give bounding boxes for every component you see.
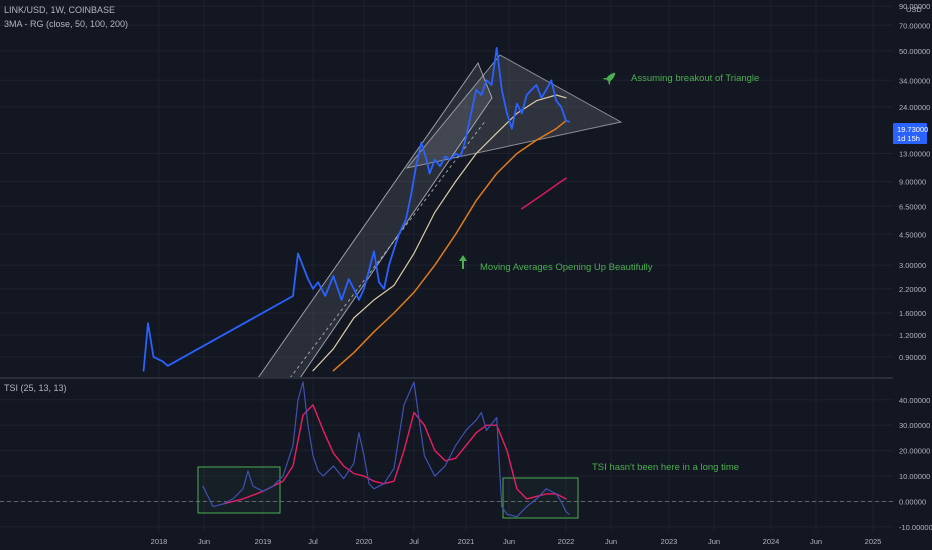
time-axis-tick: 2025	[865, 537, 882, 546]
price-axis-tick: 9.00000	[899, 177, 926, 186]
price-axis-tick: 2.20000	[899, 285, 926, 294]
time-axis-tick: 2023	[661, 537, 678, 546]
breakout-annotation: Assuming breakout of Triangle	[631, 73, 759, 84]
price-axis-tick: 4.50000	[899, 230, 926, 239]
tsi-axis-tick: 30.00000	[899, 421, 930, 430]
moving-averages-annotation: Moving Averages Opening Up Beautifully	[480, 262, 653, 273]
price-axis-tick: 50.00000	[899, 47, 930, 56]
time-axis-tick: 2018	[151, 537, 168, 546]
tsi-highlight-box-2019	[197, 466, 281, 514]
symbol-title[interactable]: LINK/USD, 1W, COINBASE	[4, 5, 115, 15]
price-axis-tick: 34.00000	[899, 76, 930, 85]
tsi-axis-tick: 40.00000	[899, 396, 930, 405]
time-axis-tick: Jun	[708, 537, 720, 546]
time-axis-tick: Jun	[503, 537, 515, 546]
indicator-legend[interactable]: 3MA - RG (close, 50, 100, 200)	[4, 19, 128, 29]
time-axis-tick: 2019	[255, 537, 272, 546]
tsi-axis-tick: 20.00000	[899, 447, 930, 456]
time-axis-tick: Jun	[198, 537, 210, 546]
price-axis-tick: 1.60000	[899, 309, 926, 318]
price-axis-tick: 1.20000	[899, 331, 926, 340]
time-axis-tick: Jul	[409, 537, 419, 546]
triangle-pattern	[405, 54, 623, 169]
tsi-axis-tick: 0.00000	[899, 497, 926, 506]
price-axis[interactable]: 90.00000 70.00000 50.00000 34.00000 24.00000…	[899, 2, 930, 362]
price-axis-tick: 13.00000	[899, 149, 930, 158]
price-axis-tick: 90.00000	[899, 2, 930, 11]
grid-lines	[0, 0, 893, 532]
tsi-series-layer	[202, 381, 570, 518]
last-price-value: 19.73000	[897, 125, 928, 134]
time-axis-tick: 2020	[356, 537, 373, 546]
tsi-axis-tick: -10.00000	[899, 523, 932, 532]
price-axis-tick: 70.00000	[899, 21, 930, 30]
ma-fast-line	[312, 94, 567, 372]
channel-midline	[289, 119, 487, 379]
price-axis-tick: 6.50000	[899, 202, 926, 211]
tsi-axis[interactable]: 40.00000 30.00000 20.00000 10.00000 0.00000 -…	[899, 396, 932, 532]
price-line	[142, 47, 571, 372]
price-axis-tick: 24.00000	[899, 103, 930, 112]
ma-mid-line	[332, 119, 567, 372]
rocket-icon	[602, 72, 616, 86]
tsi-annotation: TSI hasn't been here in a long time	[592, 462, 739, 473]
price-axis-tick: 0.90000	[899, 353, 926, 362]
ma-slow-line	[521, 177, 567, 210]
time-axis-tick: 2022	[558, 537, 575, 546]
price-series-layer	[142, 47, 571, 372]
time-axis-tick: 2024	[763, 537, 780, 546]
tsi-line	[202, 381, 570, 518]
tsi-axis-tick: 10.00000	[899, 472, 930, 481]
time-axis-tick: Jul	[308, 537, 318, 546]
tsi-signal-line	[222, 404, 567, 505]
time-axis-tick: Jun	[605, 537, 617, 546]
price-axis-tick: 3.00000	[899, 261, 926, 270]
last-price-countdown: 1d 15h	[897, 134, 920, 143]
time-axis[interactable]: 2018 Jun 2019 Jul 2020 Jul 2021 Jun 2022 Jun 2023 J…	[151, 537, 882, 546]
tsi-legend[interactable]: TSI (25, 13, 13)	[4, 383, 67, 393]
arrow-up-icon	[459, 255, 467, 269]
time-axis-tick: 2021	[458, 537, 475, 546]
last-price-tag: 19.73000 1d 15h	[893, 123, 928, 144]
time-axis-tick: Jun	[810, 537, 822, 546]
currency-label[interactable]: USD	[906, 5, 922, 14]
